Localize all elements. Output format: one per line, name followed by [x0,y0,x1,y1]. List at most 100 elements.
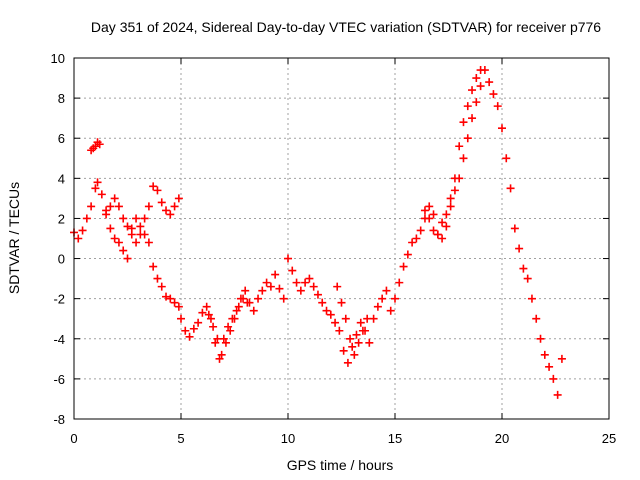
data-point [382,286,391,295]
data-point [123,254,132,263]
data-point [459,154,468,163]
data-point [373,302,382,311]
data-point [442,210,451,219]
data-point [416,226,425,235]
data-point [459,118,468,127]
data-point [545,362,554,371]
data-point [136,222,145,231]
data-point [352,330,361,339]
data-point [553,390,562,399]
data-point [144,202,153,211]
data-point [442,222,451,231]
data-point [157,282,166,291]
data-point [95,140,104,149]
data-point [174,194,183,203]
data-point [211,338,220,347]
y-tick-label: -4 [53,332,65,347]
y-axis-label: SDTVAR / TECUs [6,182,22,294]
data-point [288,266,297,275]
y-tick-label: 4 [58,171,65,186]
data-point [74,234,83,243]
data-point [476,66,485,75]
data-point [174,302,183,311]
y-tick-label: 6 [58,131,65,146]
data-point [162,292,171,301]
data-point [346,334,355,343]
data-point [408,238,417,247]
x-tick-label: 5 [177,431,184,446]
data-point [279,294,288,303]
data-point [468,114,477,123]
grid [74,58,609,419]
data-point [239,294,248,303]
data-point [420,206,429,215]
data-point [326,310,335,319]
data-point [132,238,141,247]
data-point [177,314,185,323]
data-point [446,202,455,211]
data-point [485,78,494,87]
data-point [365,338,374,347]
data-point [506,184,515,193]
data-point [266,282,275,291]
data-point [221,338,230,347]
data-point [337,298,346,307]
x-tick-label: 20 [495,431,509,446]
data-point [450,174,459,183]
data-point [194,318,203,327]
data-point [132,214,141,223]
data-point [322,306,331,315]
data-point [331,318,340,327]
data-point [536,334,545,343]
data-point [515,244,524,253]
data-point [224,322,233,331]
x-tick-label: 15 [388,431,402,446]
data-point [204,310,213,319]
x-tick-label: 0 [70,431,77,446]
data-point [254,294,263,303]
data-point [557,354,566,363]
data-point [93,178,102,187]
data-point [226,326,235,335]
data-point [149,182,158,191]
data-point [527,294,536,303]
y-tick-label: 2 [58,211,65,226]
data-point [446,194,455,203]
data-point [230,314,239,323]
data-point [502,154,511,163]
x-tick-label: 25 [602,431,616,446]
data-point [258,286,267,295]
data-point [399,262,408,271]
data-point [140,214,149,223]
data-point [489,90,498,99]
data-point [249,306,258,315]
data-point [97,190,106,199]
data-point [202,302,211,311]
data-point [157,198,166,207]
data-point [149,262,158,271]
data-point [429,210,438,219]
y-tick-label: -8 [53,412,65,427]
data-point [476,82,485,91]
data-point [510,224,519,233]
data-point [181,326,190,335]
axis-ticks: 0 5 10 15 20 25 -8 -6 -4 -2 0 2 4 6 8 10 [51,51,617,446]
data-point [433,230,442,239]
data-point [91,184,100,193]
data-point [198,308,207,317]
y-tick-label: -2 [53,292,65,307]
data-point [119,246,128,255]
data-point [209,322,218,331]
data-point [217,350,226,359]
y-tick-label: 10 [51,51,65,66]
data-point [162,206,171,215]
data-point [313,290,322,299]
data-point [232,306,241,315]
data-point [438,234,447,243]
data-point [341,314,350,323]
data-point [189,324,198,333]
x-axis-label: GPS time / hours [287,457,394,473]
data-point [412,234,421,243]
data-point [386,306,395,315]
